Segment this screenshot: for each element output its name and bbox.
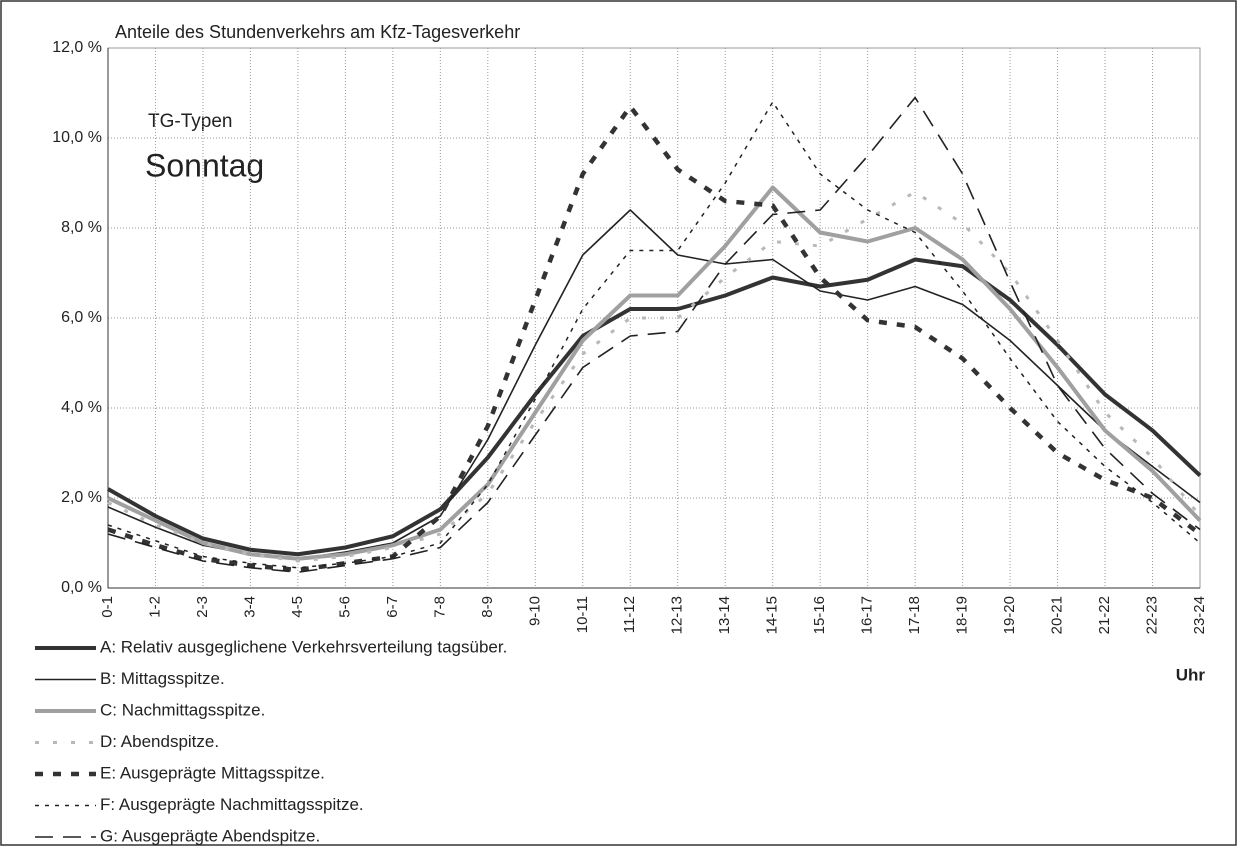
x-tick-label: 16-17 [859, 596, 876, 634]
x-tick-label: 23-24 [1191, 596, 1208, 634]
x-tick-label: 10-11 [574, 596, 591, 633]
x-tick-label: 5-6 [336, 596, 353, 618]
x-tick-label: 19-20 [1001, 596, 1018, 634]
x-tick-label: 7-8 [431, 596, 448, 618]
x-tick-label: 22-23 [1143, 596, 1160, 634]
legend-label: B: Mittagsspitze. [100, 669, 225, 688]
legend-label: E: Ausgeprägte Mittagsspitze. [100, 763, 325, 782]
annotation: Sonntag [145, 147, 264, 183]
x-tick-label: 14-15 [764, 596, 781, 634]
series-line [107, 190, 1202, 563]
y-tick-label: 4,0 % [61, 399, 102, 416]
x-tick-label: 1-2 [146, 596, 163, 618]
series-line [107, 257, 1202, 557]
x-tick-label: 9-10 [526, 596, 543, 626]
x-tick-label: 0-1 [99, 596, 116, 618]
series-line [107, 185, 1202, 561]
x-tick-label: 2-3 [194, 596, 211, 618]
x-tick-label: 21-22 [1096, 596, 1113, 634]
legend-label: A: Relativ ausgeglichene Verkehrsverteil… [100, 637, 507, 656]
x-tick-label: 17-18 [906, 596, 923, 634]
x-tick-label: 12-13 [669, 596, 686, 634]
x-tick-label: 4-5 [289, 596, 306, 618]
y-tick-label: 10,0 % [52, 129, 102, 146]
series-line [107, 96, 1201, 574]
x-tick-label: 11-12 [621, 596, 638, 633]
y-tick-label: 6,0 % [61, 309, 102, 326]
legend-label: D: Abendspitze. [100, 732, 219, 751]
x-axis-label: Uhr [1176, 665, 1206, 684]
x-tick-label: 20-21 [1049, 596, 1066, 634]
legend-label: F: Ausgeprägte Nachmittagsspitze. [100, 795, 364, 814]
y-tick-label: 8,0 % [61, 219, 102, 236]
x-tick-label: 8-9 [479, 596, 496, 618]
x-tick-label: 13-14 [716, 596, 733, 634]
x-tick-label: 3-4 [241, 596, 258, 618]
y-tick-label: 2,0 % [61, 489, 102, 506]
x-tick-label: 6-7 [384, 596, 401, 618]
x-tick-label: 18-19 [954, 596, 971, 634]
legend-label: G: Ausgeprägte Abendspitze. [100, 826, 320, 845]
y-tick-label: 12,0 % [52, 39, 102, 56]
legend-label: C: Nachmittagsspitze. [100, 700, 265, 719]
series-line [107, 104, 1202, 573]
annotation: TG-Typen [148, 111, 232, 132]
y-tick-label: 0,0 % [61, 579, 102, 596]
x-tick-label: 15-16 [811, 596, 828, 634]
chart-title: Anteile des Stundenverkehrs am Kfz-Tages… [115, 22, 520, 42]
